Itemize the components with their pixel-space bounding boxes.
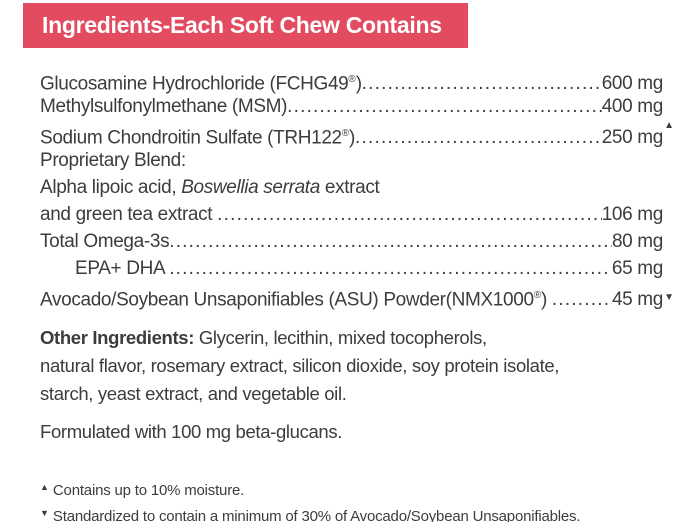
ingredient-name-part: Total Omega-3s	[40, 231, 170, 252]
ingredient-amount: 45 mg	[611, 289, 663, 311]
other-ingredients-section: Other Ingredients: Glycerin, lecithin, m…	[40, 324, 670, 408]
ingredient-amount: 106 mg	[601, 204, 664, 225]
ingredient-amount: 250 mg	[601, 127, 664, 149]
dot-leader	[217, 201, 602, 228]
ingredient-name-part: Proprietary Blend:	[40, 150, 186, 171]
ingredient-name: Glucosamine Hydrochloride (FCHG49®)	[40, 66, 362, 97]
ingredient-amount: 65 mg	[607, 258, 663, 279]
ingredient-name-part: and green tea extract	[40, 204, 218, 225]
ingredient-row: Glucosamine Hydrochloride (FCHG49®) 600 m…	[40, 66, 663, 94]
ingredient-row: Total Omega-3s 80 mg	[40, 228, 663, 255]
ingredient-name-part: EPA+ DHA	[75, 258, 170, 279]
dot-leader	[169, 255, 607, 282]
ingredient-name-part: )	[355, 73, 362, 95]
ingredient-name-part: Alpha lipoic acid,	[40, 177, 182, 198]
footnote-marker-icon: ▼	[664, 292, 674, 303]
ingredient-name: Avocado/Soybean Unsaponifiables (ASU) Po…	[40, 282, 552, 313]
ingredient-name-part: )	[349, 127, 356, 149]
ingredient-name-part: Glucosamine Hydrochloride (FCHG49	[40, 73, 349, 95]
ingredient-name-part: Boswellia serrata	[181, 177, 320, 198]
footnote-text: Contains up to 10% moisture.	[52, 482, 245, 499]
other-ingredients-text: Glycerin, lecithin, mixed tocopherols,	[194, 327, 487, 348]
formulated-note: Formulated with 100 mg beta-glucans.	[40, 421, 343, 442]
ingredient-name: EPA+ DHA	[75, 255, 169, 282]
ingredient-name: Sodium Chondroitin Sulfate (TRH122®)	[40, 120, 355, 151]
footnote-line: ▲ Contains up to 10% moisture.	[40, 476, 670, 502]
ingredient-name-part: Methylsulfonylmethane (MSM)	[40, 96, 288, 117]
footnote-text: Standardized to contain a minimum of 30%…	[52, 508, 581, 522]
dot-leader	[169, 228, 612, 255]
footnote-line: ▼ Standardized to contain a minimum of 30…	[40, 502, 670, 522]
registered-mark: ®	[348, 74, 356, 85]
footnotes-section: ▲ Contains up to 10% moisture. ▼ Standardiz…	[40, 476, 670, 522]
ingredient-row: Proprietary Blend:	[40, 147, 663, 174]
dot-leader	[552, 286, 612, 313]
ingredient-list: Glucosamine Hydrochloride (FCHG49®)600 m…	[40, 66, 674, 310]
dot-leader	[287, 93, 602, 120]
ingredient-name-part: Sodium Chondroitin Sulfate (TRH122	[40, 127, 342, 149]
other-ingredients-line: Other Ingredients: Glycerin, lecithin, m…	[40, 324, 670, 352]
ingredient-name-part: extract	[319, 177, 380, 198]
ingredient-amount: 400 mg	[601, 96, 664, 117]
ingredient-name-part: Avocado/Soybean Unsaponifiables (ASU) Po…	[40, 289, 534, 311]
footnote-marker-icon: ▲	[40, 482, 49, 492]
ingredient-row: Avocado/Soybean Unsaponifiables (ASU) Po…	[40, 282, 674, 310]
footnote-marker-icon: ▼	[40, 508, 49, 518]
registered-mark: ®	[341, 128, 350, 139]
ingredient-name: and green tea extract	[40, 201, 217, 228]
ingredient-name-part: )	[540, 289, 552, 311]
ingredient-name: Total Omega-3s	[40, 228, 170, 255]
ingredient-amount: 600 mg	[601, 73, 664, 95]
ingredient-row: Sodium Chondroitin Sulfate (TRH122®) 250 …	[40, 120, 674, 148]
ingredients-header-title: Ingredients-Each Soft Chew Contains	[42, 12, 442, 38]
ingredient-name: Alpha lipoic acid, Boswellia serrata ext…	[40, 174, 380, 201]
registered-mark: ®	[533, 290, 541, 301]
ingredient-amount: 80 mg	[611, 231, 663, 252]
ingredient-row: and green tea extract 106 mg	[40, 201, 663, 228]
footnote-marker-icon: ▲	[664, 120, 674, 131]
ingredient-row: Alpha lipoic acid, Boswellia serrata ext…	[40, 174, 663, 201]
ingredient-row: EPA+ DHA 65 mg	[40, 255, 663, 282]
other-ingredients-label: Other Ingredients:	[40, 327, 195, 348]
other-ingredients-line: natural flavor, rosemary extract, silico…	[40, 355, 560, 376]
ingredient-name: Proprietary Blend:	[40, 147, 186, 174]
ingredients-header-bar: Ingredients-Each Soft Chew Contains	[23, 3, 468, 48]
other-ingredients-line: starch, yeast extract, and vegetable oil…	[40, 383, 347, 404]
ingredient-name: Methylsulfonylmethane (MSM)	[40, 93, 287, 120]
ingredient-row: Methylsulfonylmethane (MSM) 400 mg	[40, 93, 663, 120]
